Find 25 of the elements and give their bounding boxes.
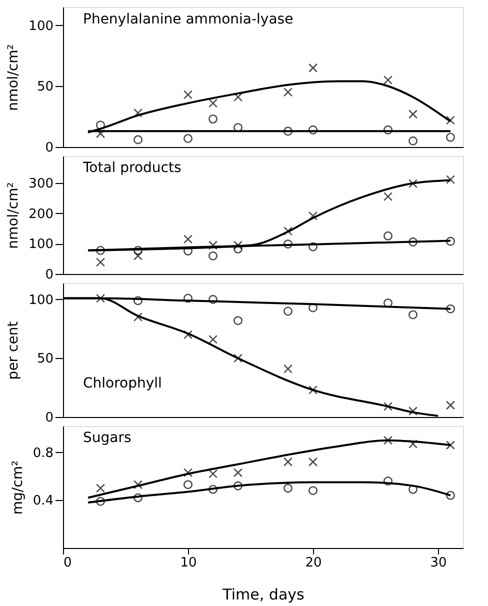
y-tick-label: 0 — [45, 268, 54, 282]
y-tick-label: 100 — [28, 18, 54, 34]
y-axis-title: per cent — [6, 320, 22, 380]
y-tick-label: 100 — [28, 292, 54, 308]
y-tick-label: 100 — [28, 237, 54, 252]
y-tick-label: 50 — [36, 352, 54, 367]
y-tick-label: 0 — [45, 410, 54, 426]
y-tick-label: 0.8 — [32, 446, 54, 461]
x-tick-label: 0 — [64, 556, 72, 570]
y-tick-label: 0.4 — [32, 494, 54, 509]
y-axis-title: nmol/cm² — [6, 182, 22, 249]
x-tick-label: 10 — [180, 556, 197, 570]
x-axis-title: Time, days — [222, 586, 305, 604]
chart-title: Phenylalanine ammonia-lyase — [83, 12, 294, 28]
x-tick-label: 30 — [430, 556, 447, 570]
chart-title: Total products — [82, 160, 182, 176]
y-axis-title: nmol/cm² — [6, 44, 22, 111]
chart-title: Sugars — [83, 430, 132, 446]
y-tick-label: 0 — [45, 140, 54, 156]
x-tick-label: 20 — [305, 556, 322, 570]
y-tick-label: 200 — [28, 206, 54, 222]
text: Chlorophyll — [83, 376, 162, 392]
y-tick-label: 300 — [28, 176, 54, 192]
y-tick-label: 50 — [36, 80, 54, 95]
y-axis-title: mg/cm² — [10, 460, 26, 515]
